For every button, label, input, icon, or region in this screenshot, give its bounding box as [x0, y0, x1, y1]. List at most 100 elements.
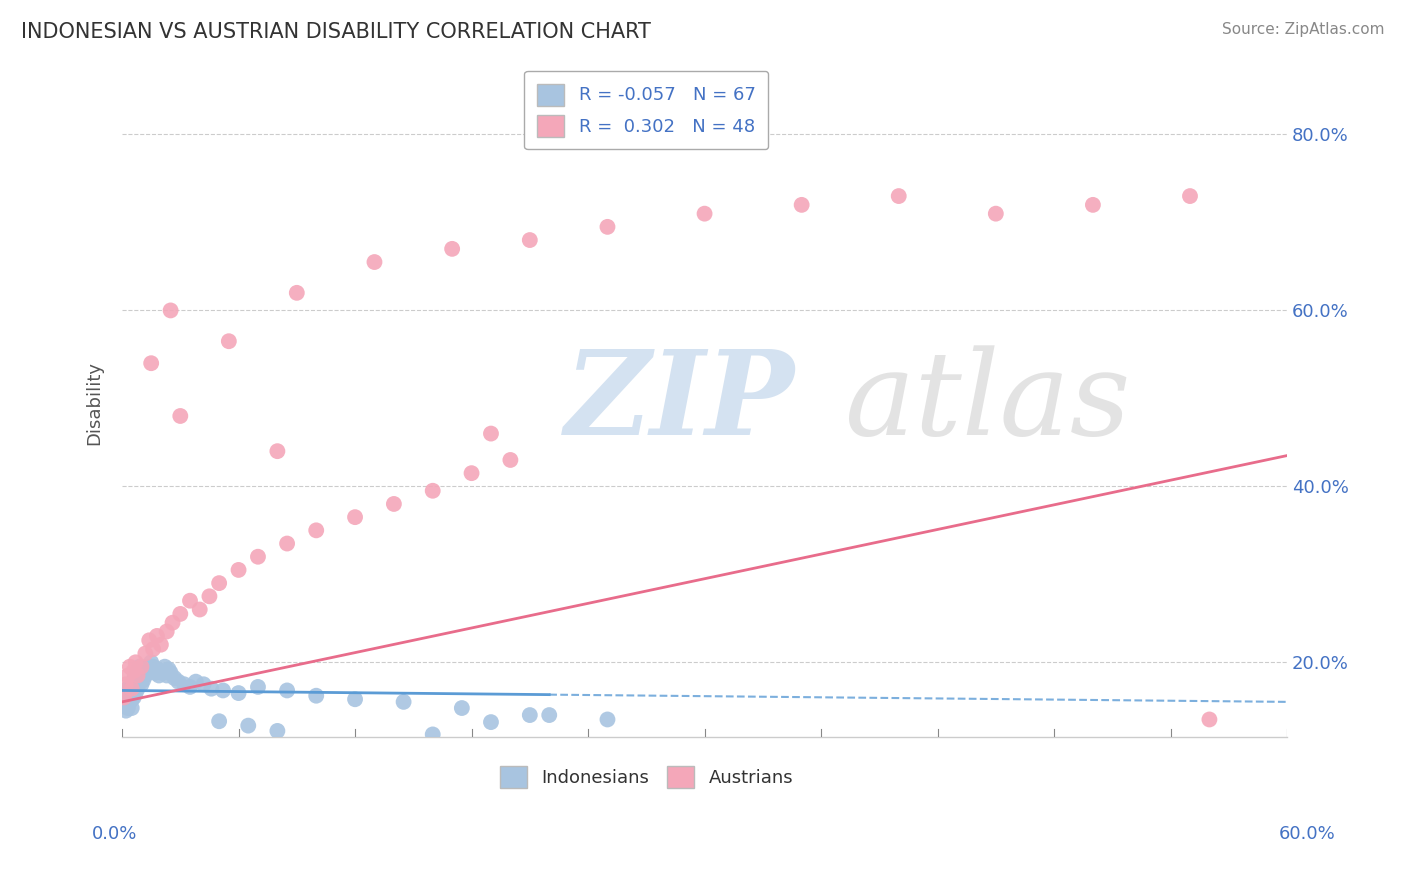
Point	[141, 356, 163, 370]
Point	[141, 655, 163, 669]
Point	[479, 426, 502, 441]
Point	[127, 668, 149, 682]
Point	[422, 483, 444, 498]
Point	[1178, 189, 1201, 203]
Legend: Indonesians, Austrians: Indonesians, Austrians	[492, 758, 800, 795]
Text: INDONESIAN VS AUSTRIAN DISABILITY CORRELATION CHART: INDONESIAN VS AUSTRIAN DISABILITY CORREL…	[21, 22, 651, 42]
Text: 0.0%: 0.0%	[91, 825, 136, 843]
Point	[693, 207, 716, 221]
Point	[266, 444, 288, 458]
Point	[121, 692, 143, 706]
Point	[121, 681, 143, 696]
Point	[238, 718, 260, 732]
Point	[156, 668, 179, 682]
Point	[117, 681, 139, 696]
Point	[138, 659, 160, 673]
Point	[118, 689, 141, 703]
Point	[143, 665, 166, 680]
Point	[344, 510, 367, 524]
Point	[132, 673, 155, 687]
Point	[124, 668, 146, 682]
Point	[117, 690, 139, 705]
Point	[184, 674, 207, 689]
Point	[208, 714, 231, 729]
Point	[519, 233, 541, 247]
Point	[596, 219, 619, 234]
Point	[169, 409, 191, 423]
Point	[392, 695, 415, 709]
Point	[479, 715, 502, 730]
Point	[131, 677, 153, 691]
Point	[142, 642, 165, 657]
Point	[156, 624, 179, 639]
Point	[228, 563, 250, 577]
Point	[276, 536, 298, 550]
Point	[131, 665, 153, 680]
Point	[450, 701, 472, 715]
Point	[159, 303, 181, 318]
Point	[124, 677, 146, 691]
Point	[218, 334, 240, 349]
Point	[115, 677, 138, 691]
Point	[538, 708, 561, 723]
Point	[167, 674, 190, 689]
Point	[118, 659, 141, 673]
Point	[134, 647, 156, 661]
Point	[169, 607, 191, 621]
Point	[153, 659, 176, 673]
Point	[173, 677, 195, 691]
Point	[596, 713, 619, 727]
Point	[122, 664, 145, 678]
Point	[887, 189, 910, 203]
Point	[363, 255, 385, 269]
Point	[112, 690, 135, 705]
Point	[441, 242, 464, 256]
Point	[188, 602, 211, 616]
Point	[132, 662, 155, 676]
Text: atlas: atlas	[845, 345, 1130, 460]
Point	[148, 668, 170, 682]
Point	[163, 671, 186, 685]
Point	[246, 549, 269, 564]
Point	[142, 659, 165, 673]
Point	[112, 690, 135, 705]
Y-axis label: Disability: Disability	[86, 360, 103, 445]
Point	[115, 686, 138, 700]
Point	[118, 695, 141, 709]
Point	[134, 668, 156, 682]
Point	[127, 673, 149, 687]
Point	[128, 659, 150, 673]
Point	[146, 629, 169, 643]
Point	[228, 686, 250, 700]
Point	[124, 655, 146, 669]
Point	[128, 668, 150, 682]
Point	[246, 680, 269, 694]
Point	[115, 695, 138, 709]
Point	[984, 207, 1007, 221]
Point	[1198, 713, 1220, 727]
Point	[208, 576, 231, 591]
Point	[121, 686, 143, 700]
Text: ZIP: ZIP	[565, 345, 794, 460]
Point	[460, 466, 482, 480]
Point	[198, 590, 221, 604]
Point	[305, 689, 328, 703]
Text: Source: ZipAtlas.com: Source: ZipAtlas.com	[1222, 22, 1385, 37]
Point	[179, 593, 201, 607]
Point	[118, 680, 141, 694]
Point	[159, 665, 181, 680]
Point	[157, 662, 180, 676]
Point	[122, 690, 145, 705]
Point	[146, 662, 169, 676]
Point	[149, 638, 172, 652]
Point	[117, 668, 139, 682]
Point	[149, 664, 172, 678]
Point	[276, 683, 298, 698]
Point	[122, 681, 145, 696]
Point	[344, 692, 367, 706]
Point	[115, 704, 138, 718]
Point	[1081, 198, 1104, 212]
Point	[212, 683, 235, 698]
Point	[131, 659, 153, 673]
Point	[152, 665, 174, 680]
